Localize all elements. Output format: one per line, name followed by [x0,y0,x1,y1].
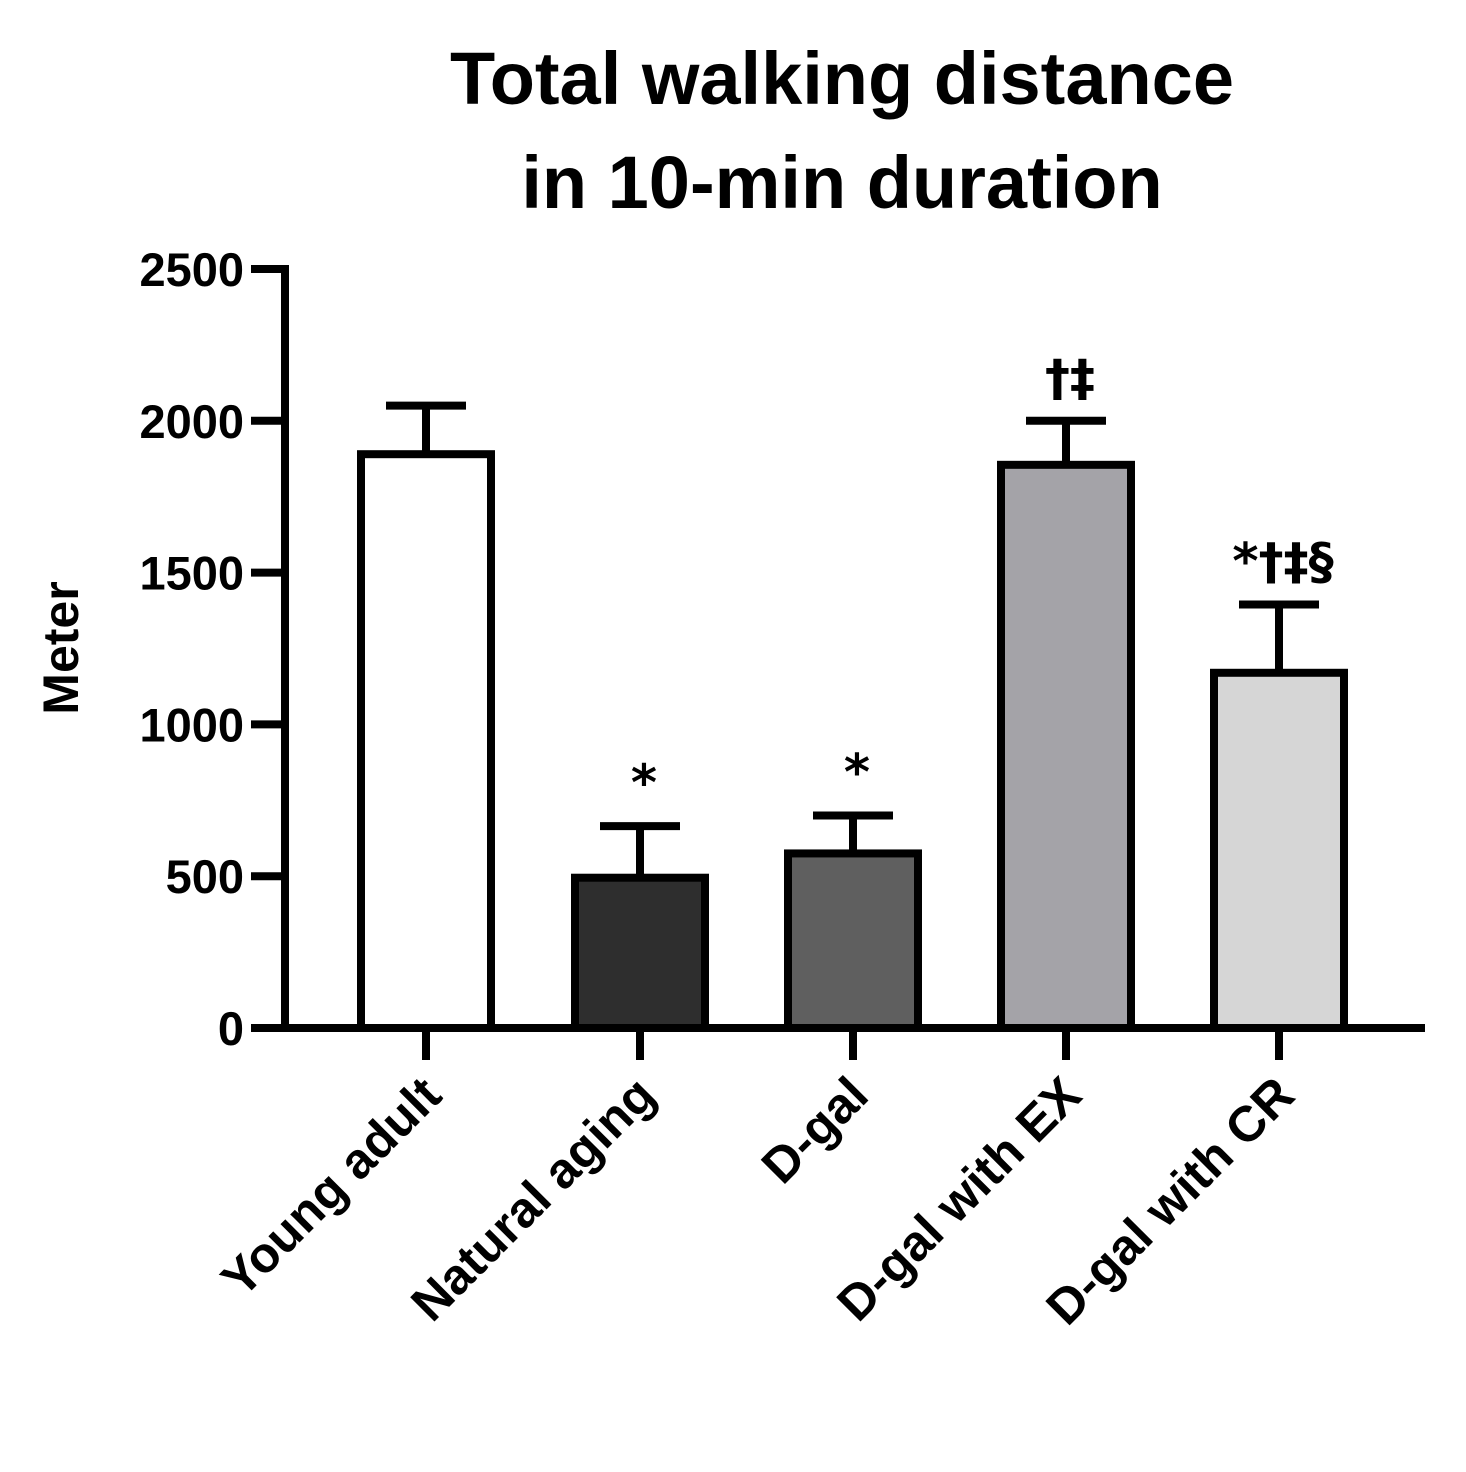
significance-label-4: *†‡§ [1232,532,1333,590]
y-axis-label: Meter [33,581,89,714]
significance-label-1: * [631,754,657,812]
y-tick-label-1000: 1000 [139,698,244,751]
bars: * * †‡ *†‡§ [357,349,1348,1033]
chart-title: Total walking distance in 10-min duration [450,37,1234,224]
y-tick-label-500: 500 [166,850,244,903]
y-tick-label-0: 0 [218,1002,244,1055]
y-tick-label-2500: 2500 [139,243,244,296]
x-tick-label-0: Young adult [211,1066,452,1307]
bar-3 [997,460,1135,1032]
bar-4 [1210,668,1348,1033]
bar-0 [357,450,495,1033]
y-axis-label-group: Meter [33,581,89,714]
x-tick-label-2: D-gal [751,1066,879,1194]
bar-2 [784,849,922,1032]
bar-1 [571,873,709,1033]
chart-title-line-2: in 10-min duration [521,141,1162,224]
y-tick-label-1500: 1500 [139,547,244,600]
significance-label-2: * [844,743,870,801]
y-axis: 0 500 1000 1500 2000 2500 [139,243,289,1055]
y-tick-label-2000: 2000 [139,395,244,448]
significance-label-3: †‡ [1045,349,1095,407]
chart-title-line-1: Total walking distance [450,37,1234,120]
